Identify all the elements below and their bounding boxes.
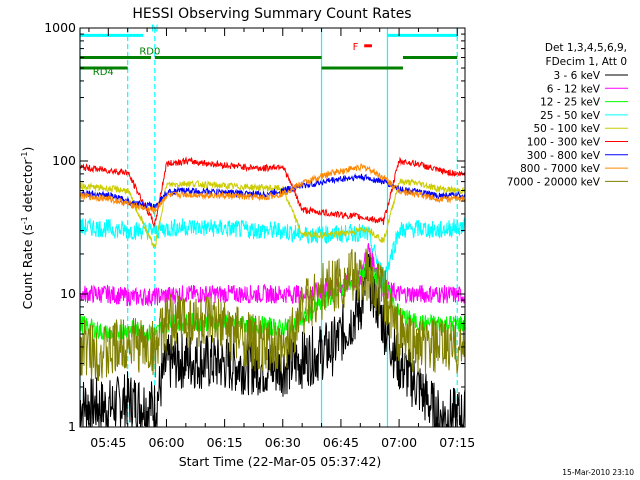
x-tick-label: 05:45 (90, 435, 126, 450)
observing-flags: N F RD0 RD4 (80, 23, 458, 78)
x-tick-label: 06:30 (265, 435, 301, 450)
legend-label: 100 - 300 keV (527, 137, 601, 149)
chart-title: HESSI Observing Summary Count Rates (132, 6, 411, 22)
x-axis-label: Start Time (22-Mar-05 05:37:42) (179, 454, 382, 469)
x-tick-label: 07:00 (381, 435, 417, 450)
series-line-6 (79, 156, 466, 228)
legend-label: 3 - 6 keV (553, 70, 600, 82)
legend-header-decimation: FDecim 1, Att 0 (546, 56, 627, 68)
legend: Det 1,3,4,5,6,9, FDecim 1, Att 0 3 - 6 k… (507, 42, 628, 188)
legend-label: 800 - 7000 keV (520, 163, 601, 175)
x-tick-label: 07:15 (439, 435, 475, 450)
y-axis-label: Count Rate (s-1 detector-1) (20, 147, 35, 310)
x-tick-label: 06:00 (148, 435, 184, 450)
series-line-2 (79, 243, 466, 307)
legend-label: 300 - 800 keV (527, 150, 601, 162)
x-tick-label: 06:45 (323, 435, 359, 450)
series-line-1 (79, 252, 466, 429)
legend-label: 6 - 12 keV (547, 83, 601, 95)
series-lines (79, 156, 466, 429)
legend-label: 7000 - 20000 keV (507, 176, 601, 188)
y-tick-label: 10 (60, 286, 76, 301)
series-line-4 (79, 217, 466, 288)
y-tick-label: 1000 (44, 20, 76, 35)
legend-label: 25 - 50 keV (540, 110, 601, 122)
y-tick-label: 100 (52, 153, 76, 168)
x-axis: 05:45 06:00 06:15 06:30 06:45 07:00 07:15 (88, 28, 475, 450)
flag-label-rd0: RD0 (139, 47, 160, 58)
flag-label-f: F (353, 42, 359, 53)
flag-label-n: N (151, 23, 158, 34)
x-tick-label: 06:15 (207, 435, 243, 450)
legend-label: 12 - 25 keV (540, 97, 601, 109)
series-line-9 (79, 248, 466, 382)
plot-frame (79, 27, 466, 428)
y-tick-label: 1 (68, 419, 76, 434)
flag-label-rd4: RD4 (93, 67, 114, 78)
footer-date: 15-Mar-2010 23:10 (562, 468, 634, 477)
series-line-8 (79, 163, 466, 216)
y-axis: 1 10 100 1000 (44, 20, 465, 434)
legend-header-detectors: Det 1,3,4,5,6,9, (545, 42, 627, 54)
series-line-5 (79, 178, 466, 249)
legend-label: 50 - 100 keV (533, 123, 600, 135)
